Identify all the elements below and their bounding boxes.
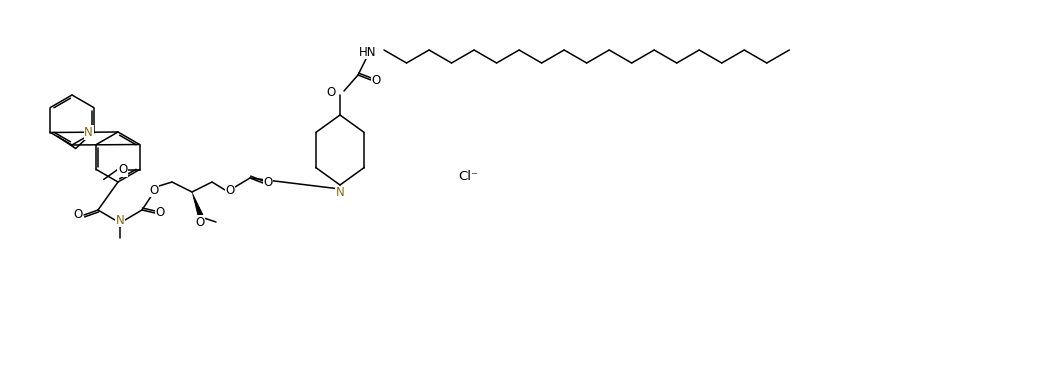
Text: HN: HN [359, 46, 377, 58]
Text: O: O [118, 163, 127, 176]
Text: O: O [149, 184, 159, 196]
Text: O: O [73, 208, 83, 222]
Text: O: O [226, 184, 235, 196]
Text: Cl⁻: Cl⁻ [458, 170, 478, 184]
Text: N: N [116, 214, 124, 227]
Text: O: O [195, 215, 205, 228]
Text: O: O [263, 177, 273, 189]
Text: O: O [371, 73, 380, 87]
Text: N: N [335, 187, 345, 200]
Text: O: O [326, 87, 335, 100]
Text: O: O [156, 207, 165, 219]
Text: N: N [85, 126, 93, 139]
